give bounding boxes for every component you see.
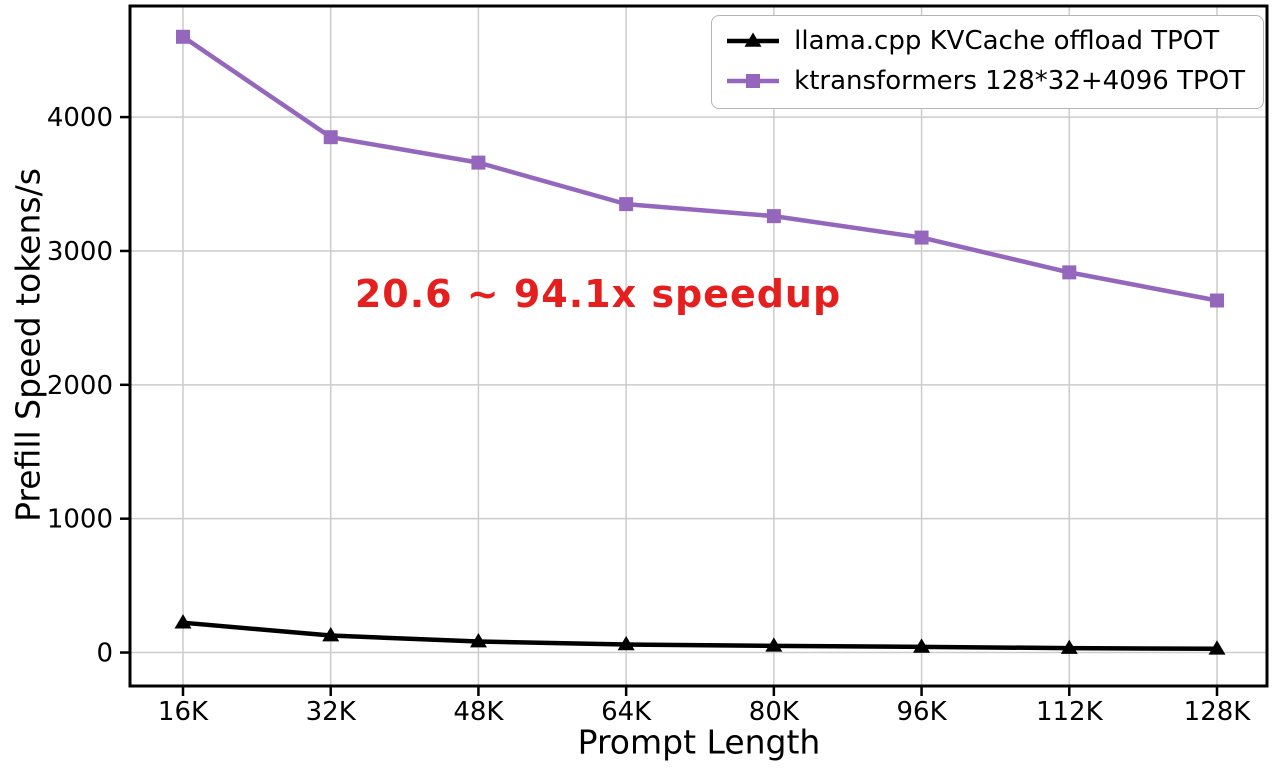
legend-sample-line-triangle-icon bbox=[727, 32, 780, 47]
y-tick-labels: 0 1000 2000 3000 4000 bbox=[47, 103, 113, 668]
svg-text:48K: 48K bbox=[453, 697, 504, 727]
x-axis-label: Prompt Length bbox=[577, 722, 821, 762]
series-markers-0 bbox=[174, 614, 1226, 655]
y-axis-label: Prefill Speed tokens/s bbox=[8, 168, 48, 522]
legend: llama.cpp KVCache offload TPOT ktransfor… bbox=[711, 15, 1264, 109]
svg-text:4000: 4000 bbox=[47, 103, 113, 133]
svg-text:128K: 128K bbox=[1184, 697, 1252, 727]
svg-text:3000: 3000 bbox=[47, 237, 113, 267]
svg-text:112K: 112K bbox=[1036, 697, 1104, 727]
svg-text:1000: 1000 bbox=[47, 505, 113, 535]
series-markers-1 bbox=[176, 29, 1224, 308]
legend-item-ktransformers: ktransformers 128*32+4096 TPOT bbox=[726, 66, 1245, 96]
svg-text:80K: 80K bbox=[749, 697, 800, 727]
series-line-0 bbox=[180, 620, 1220, 652]
plot-border bbox=[128, 4, 1269, 688]
legend-label-llama: llama.cpp KVCache offload TPOT bbox=[794, 26, 1220, 56]
legend-sample-line-square-icon bbox=[727, 74, 780, 88]
gridlines bbox=[130, 6, 1267, 686]
legend-label-ktransformers: ktransformers 128*32+4096 TPOT bbox=[794, 66, 1245, 96]
svg-text:32K: 32K bbox=[306, 697, 357, 727]
svg-text:96K: 96K bbox=[897, 697, 948, 727]
speedup-annotation: 20.6 ~ 94.1x speedup bbox=[354, 272, 842, 316]
legend-item-llama: llama.cpp KVCache offload TPOT bbox=[726, 26, 1245, 56]
svg-text:64K: 64K bbox=[601, 697, 652, 727]
tick-marks bbox=[120, 115, 1219, 696]
x-tick-labels: 16K 32K 48K 64K 80K 96K 112K 128K bbox=[158, 697, 1251, 727]
series-line-1 bbox=[180, 34, 1220, 303]
svg-text:16K: 16K bbox=[158, 697, 209, 727]
svg-text:0: 0 bbox=[96, 639, 113, 669]
svg-text:2000: 2000 bbox=[47, 371, 113, 401]
